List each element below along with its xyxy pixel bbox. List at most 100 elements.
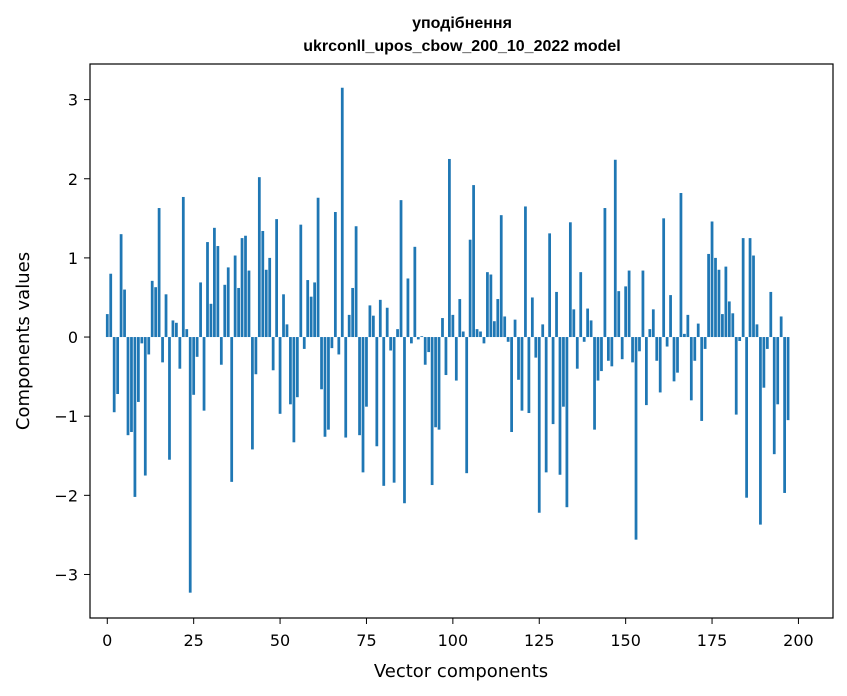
bar-component-142 xyxy=(596,337,600,381)
bar-component-180 xyxy=(727,301,731,338)
bar-component-30 xyxy=(209,303,213,338)
bar-component-170 xyxy=(693,337,697,361)
bar-component-64 xyxy=(327,337,330,430)
x-axis-ticks: 0 25 50 75 100 125 150 175 200 xyxy=(102,618,814,650)
bar-component-186 xyxy=(748,238,752,338)
x-tick-label: 175 xyxy=(697,631,728,650)
bar-component-190 xyxy=(762,337,766,388)
bar-component-140 xyxy=(589,320,593,338)
bar-component-136 xyxy=(575,337,579,369)
bar-component-112 xyxy=(492,321,496,338)
bar-component-124 xyxy=(534,337,538,358)
bar-component-182 xyxy=(734,337,738,415)
bar-component-147 xyxy=(613,159,617,338)
bar-component-41 xyxy=(247,270,251,338)
bar-component-141 xyxy=(593,337,596,430)
bar-component-129 xyxy=(551,337,555,425)
bar-component-197 xyxy=(786,337,790,421)
x-tick-label: 100 xyxy=(438,631,469,650)
bar-component-78 xyxy=(375,337,379,447)
bar-component-193 xyxy=(772,337,776,455)
bar-component-14 xyxy=(154,287,158,338)
bar-component-95 xyxy=(434,337,437,428)
bar-component-181 xyxy=(731,313,735,338)
bar-component-138 xyxy=(582,337,586,342)
bar-component-54 xyxy=(292,337,296,443)
bar-component-60 xyxy=(313,282,317,338)
bar-component-44 xyxy=(257,177,261,338)
x-tick-label: 25 xyxy=(183,631,203,650)
bar-component-72 xyxy=(354,226,358,338)
bar-component-79 xyxy=(378,299,382,338)
bar-component-55 xyxy=(295,337,299,398)
bar-component-155 xyxy=(641,270,645,338)
bar-component-2 xyxy=(112,337,116,413)
bar-component-10 xyxy=(140,337,144,344)
bar-component-46 xyxy=(264,269,268,338)
bar-component-28 xyxy=(202,337,206,411)
bar-component-58 xyxy=(306,280,310,338)
bar-component-97 xyxy=(441,318,444,338)
y-tick-label: −1 xyxy=(54,407,78,426)
bar-component-183 xyxy=(738,337,742,341)
bar-component-35 xyxy=(226,267,230,338)
bar-component-154 xyxy=(638,337,641,352)
bar-component-83 xyxy=(392,337,396,483)
bar-component-149 xyxy=(620,337,624,360)
bar-component-192 xyxy=(769,291,773,338)
bar-component-91 xyxy=(420,336,424,338)
bar-component-122 xyxy=(527,337,531,414)
bar-component-39 xyxy=(240,238,244,338)
bar-component-113 xyxy=(496,299,500,338)
y-tick-label: −2 xyxy=(54,486,78,505)
bar-component-194 xyxy=(776,337,780,405)
bar-component-50 xyxy=(278,337,282,414)
bar-component-23 xyxy=(185,329,189,338)
bar-component-102 xyxy=(458,299,462,338)
x-tick-label: 150 xyxy=(610,631,641,650)
bar-component-163 xyxy=(669,295,672,338)
x-tick-label: 200 xyxy=(783,631,814,650)
bar-component-66 xyxy=(333,212,337,338)
bar-component-61 xyxy=(316,197,320,338)
bar-component-106 xyxy=(472,185,475,338)
bar-component-157 xyxy=(648,329,652,338)
bar-component-148 xyxy=(617,291,621,338)
bar-component-107 xyxy=(475,329,479,338)
bar-component-59 xyxy=(309,296,313,338)
bar-component-168 xyxy=(686,314,690,338)
bar-component-21 xyxy=(178,337,182,369)
bar-component-26 xyxy=(195,337,199,357)
bar-component-146 xyxy=(610,337,614,367)
bar-component-27 xyxy=(199,282,202,338)
bar-component-161 xyxy=(662,218,666,338)
y-tick-label: −3 xyxy=(54,565,78,584)
bar-component-24 xyxy=(188,337,192,593)
bar-component-7 xyxy=(130,337,133,433)
bar-component-135 xyxy=(572,309,576,338)
bar-component-63 xyxy=(323,337,327,437)
bar-component-3 xyxy=(116,337,120,395)
bar-component-70 xyxy=(347,314,351,338)
bar-component-13 xyxy=(150,280,154,338)
bar-component-80 xyxy=(382,337,386,486)
bar-component-100 xyxy=(451,314,455,338)
bar-component-75 xyxy=(365,337,368,407)
bar-component-76 xyxy=(368,305,372,338)
bar-component-96 xyxy=(437,337,441,430)
bar-component-18 xyxy=(168,337,171,460)
bar-component-5 xyxy=(123,289,126,338)
bar-component-1 xyxy=(109,273,113,338)
y-tick-label: 3 xyxy=(68,91,78,110)
bar-component-118 xyxy=(513,319,517,338)
bar-component-133 xyxy=(565,337,569,508)
bar-component-86 xyxy=(403,337,406,504)
bar-component-17 xyxy=(164,294,168,338)
bar-component-87 xyxy=(406,278,410,338)
bar-component-67 xyxy=(337,337,341,355)
bar-component-158 xyxy=(651,309,655,338)
bar-component-121 xyxy=(524,206,527,338)
bar-component-172 xyxy=(700,337,704,421)
bar-component-175 xyxy=(710,221,714,338)
